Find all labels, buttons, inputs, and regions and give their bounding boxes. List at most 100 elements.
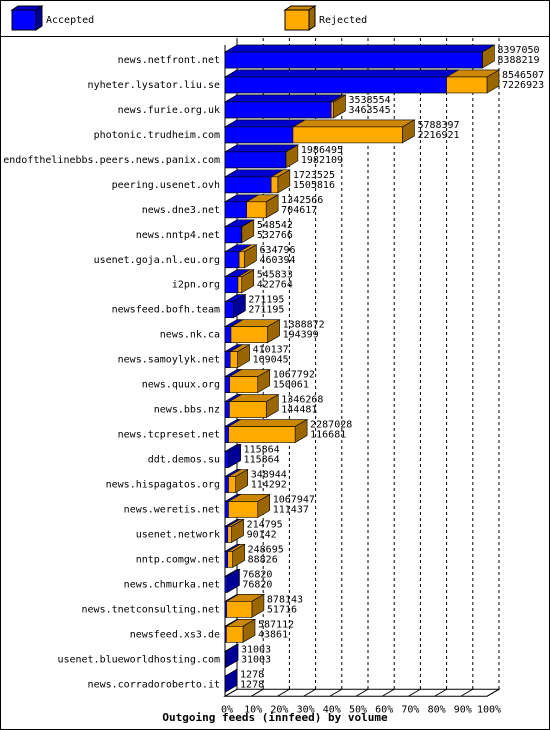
bar: [224, 551, 229, 568]
value-label: 587112: [258, 619, 294, 630]
value-label: 422764: [257, 280, 293, 291]
bar: [224, 401, 267, 418]
value-label: 1986495: [301, 145, 343, 156]
category-label: news.nntp4.net: [136, 230, 220, 241]
bar: [224, 76, 447, 94]
bar: [224, 601, 227, 618]
value-label: 90142: [247, 529, 277, 540]
bar: [224, 501, 229, 518]
bar: [224, 526, 229, 543]
value-label: 116681: [310, 430, 346, 441]
bar: [224, 151, 287, 169]
bar-top: [223, 119, 307, 128]
value-label: 460394: [259, 255, 295, 266]
value-label: 7226923: [502, 80, 544, 91]
category-label: news.quux.org: [142, 380, 220, 391]
category-label: usenet.blueworldhosting.com: [57, 654, 220, 665]
bar: [224, 426, 229, 443]
value-label: 144481: [281, 405, 317, 416]
value-label: 248695: [248, 544, 284, 555]
value-label: 1278: [240, 679, 264, 690]
bar: [224, 476, 229, 493]
value-label: 76820: [242, 569, 272, 580]
value-label: 532766: [257, 230, 293, 241]
category-label: endofthelinebbs.peers.news.panix.com: [3, 155, 220, 166]
category-label: news.furie.org.uk: [118, 105, 220, 116]
value-label: 1505816: [293, 180, 335, 191]
value-label: 704617: [281, 205, 317, 216]
category-label: newsfeed.bofh.team: [112, 305, 220, 316]
category-label: news.nk.ca: [160, 330, 220, 341]
bar: [224, 201, 247, 219]
bar-top: [223, 44, 496, 53]
value-label: 545833: [257, 270, 293, 281]
tick-mark: [381, 688, 395, 697]
value-label: 1346268: [281, 395, 323, 406]
category-label: news.tcpreset.net: [118, 430, 220, 441]
value-label: 2216921: [417, 130, 459, 141]
category-label: news.hispagatos.org: [106, 479, 220, 490]
value-label: 5788397: [417, 120, 459, 131]
category-label: newsfeed.xs3.de: [130, 629, 220, 640]
bar: [224, 426, 296, 443]
value-label: 548542: [257, 220, 293, 231]
value-label: 1067947: [273, 494, 315, 505]
bar: [224, 451, 229, 468]
category-label: news.corradoroberto.it: [88, 679, 220, 690]
category-label: ddt.demos.su: [148, 455, 220, 466]
tick-mark: [460, 688, 474, 697]
bar-top: [223, 94, 345, 103]
category-label: news.bbs.nz: [154, 405, 220, 416]
x-tick-label: 90%: [454, 704, 472, 715]
value-label: 114292: [251, 479, 287, 490]
value-label: 878143: [267, 594, 303, 605]
category-label: news.tnetconsulting.net: [82, 604, 220, 615]
category-label: news.samoylyk.net: [118, 355, 220, 366]
value-label: 634796: [259, 245, 295, 256]
bar: [224, 626, 244, 643]
x-tick-label: 70%: [401, 704, 419, 715]
x-tick-label: 100%: [477, 704, 501, 715]
tick-mark: [434, 688, 447, 697]
value-label: 271195: [248, 305, 284, 316]
tick-mark: [250, 688, 264, 697]
value-label: 150061: [273, 380, 309, 391]
value-label: 3463545: [348, 105, 390, 116]
bar: [224, 326, 268, 343]
value-label: 115864: [244, 445, 280, 456]
category-label: usenet.network: [136, 529, 220, 540]
bar: [224, 301, 234, 319]
category-label: usenet.goja.nl.eu.org: [94, 255, 220, 266]
category-label: news.chmurka.net: [124, 579, 220, 590]
value-label: 115864: [244, 455, 280, 466]
bar: [224, 101, 332, 119]
bar: [224, 176, 272, 194]
value-label: 8388219: [497, 55, 539, 66]
bar: [224, 276, 239, 294]
bar: [224, 376, 230, 393]
value-label: 1278: [240, 669, 264, 680]
chart-title: Outgoing feeds (innfeed) by volume: [162, 711, 388, 724]
bar: [224, 351, 231, 368]
value-label: 1982109: [301, 155, 343, 166]
tick-mark: [329, 688, 343, 697]
x-tick-label: 40%: [323, 704, 341, 715]
value-label: 271195: [248, 295, 284, 306]
tick-mark: [303, 688, 316, 697]
x-tick-label: 20%: [270, 704, 288, 715]
bar: [224, 576, 228, 593]
value-label: 214795: [247, 519, 283, 530]
bar: [224, 376, 259, 393]
x-tick-label: 30%: [297, 704, 315, 715]
legend-label: Rejected: [319, 15, 367, 26]
category-label: photonic.trudheim.com: [94, 130, 220, 141]
value-label: 43861: [258, 629, 288, 640]
value-label: 8546507: [502, 70, 544, 81]
bar: [224, 226, 242, 244]
legend-swatch-side: [35, 5, 43, 31]
tick-mark: [355, 688, 369, 697]
bar: [224, 326, 232, 343]
value-label: 31003: [241, 654, 271, 665]
legend-swatch-side: [308, 5, 316, 31]
